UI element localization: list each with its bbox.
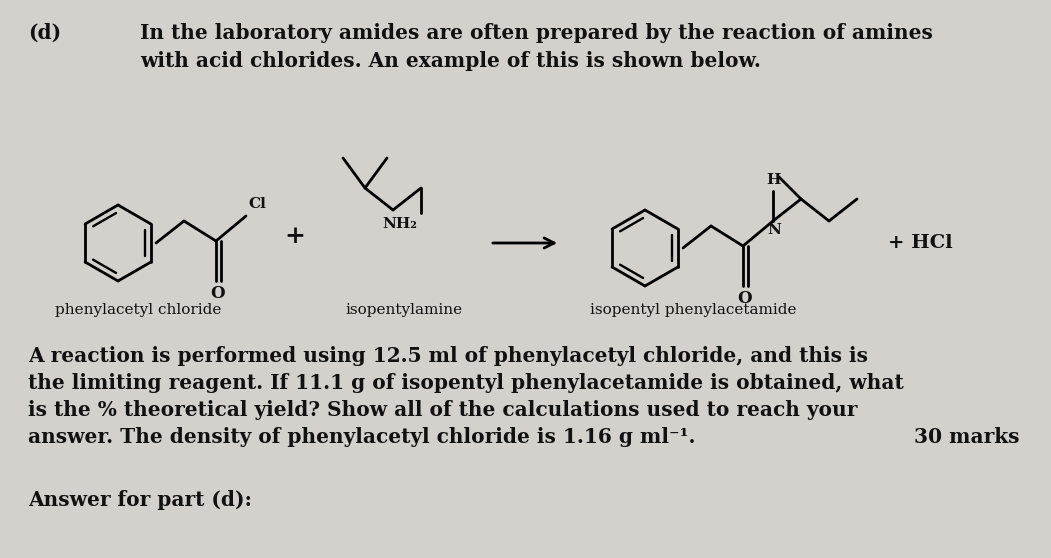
Text: O: O [738, 290, 753, 307]
Text: (d): (d) [28, 23, 61, 43]
Text: phenylacetyl chloride: phenylacetyl chloride [55, 303, 222, 317]
Text: Cl: Cl [248, 197, 266, 211]
Text: isopentyl phenylacetamide: isopentyl phenylacetamide [590, 303, 797, 317]
Text: 30 marks: 30 marks [914, 427, 1021, 447]
Text: O: O [210, 285, 225, 302]
Text: the limiting reagent. If 11.1 g of isopentyl phenylacetamide is obtained, what: the limiting reagent. If 11.1 g of isope… [28, 373, 904, 393]
Text: with acid chlorides. An example of this is shown below.: with acid chlorides. An example of this … [140, 51, 761, 71]
Text: H: H [766, 173, 780, 187]
Text: is the % theoretical yield? Show all of the calculations used to reach your: is the % theoretical yield? Show all of … [28, 400, 858, 420]
Text: +: + [285, 224, 306, 248]
Text: + HCl: + HCl [888, 234, 952, 252]
Text: isopentylamine: isopentylamine [345, 303, 462, 317]
Text: NH₂: NH₂ [383, 217, 417, 231]
Text: A reaction is performed using 12.5 ml of phenylacetyl chloride, and this is: A reaction is performed using 12.5 ml of… [28, 346, 868, 366]
Text: In the laboratory amides are often prepared by the reaction of amines: In the laboratory amides are often prepa… [140, 23, 933, 43]
Text: N: N [767, 223, 781, 237]
Text: answer. The density of phenylacetyl chloride is 1.16 g ml⁻¹.: answer. The density of phenylacetyl chlo… [28, 427, 696, 447]
Text: Answer for part (d):: Answer for part (d): [28, 490, 252, 510]
